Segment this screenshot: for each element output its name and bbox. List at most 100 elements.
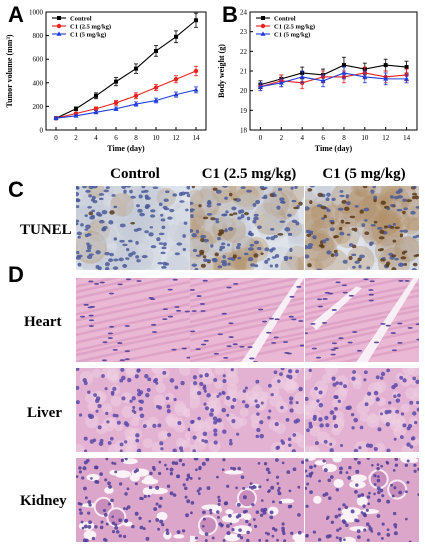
cell-nucleus <box>377 226 383 230</box>
cell-nucleus <box>348 294 354 297</box>
cell-nucleus <box>172 448 177 452</box>
histology-image-heart-1 <box>76 278 190 362</box>
cell-nucleus <box>371 463 374 467</box>
tubule-lumen <box>86 473 100 481</box>
cell-nucleus <box>124 518 128 523</box>
cell-nucleus <box>244 403 250 409</box>
cell-nucleus <box>358 446 362 450</box>
column-label-c1-2-5: C1 (2.5 mg/kg) <box>201 166 297 182</box>
cell-nucleus <box>213 352 219 355</box>
cell-nucleus <box>318 417 323 422</box>
tissue-stain <box>76 204 95 230</box>
cell-nucleus <box>246 538 250 542</box>
cytoplasm <box>317 431 330 444</box>
cell-nucleus <box>237 533 242 538</box>
cell-nucleus <box>305 486 308 490</box>
cell-nucleus <box>377 427 382 432</box>
tissue-stain <box>263 190 290 217</box>
cell-nucleus <box>112 348 118 351</box>
cell-nucleus <box>158 202 163 207</box>
cell-nucleus <box>138 406 143 411</box>
cell-nucleus <box>410 210 416 215</box>
tubule-lumen <box>356 496 368 507</box>
cell-nucleus <box>174 461 179 466</box>
x-tick-label: 2 <box>280 134 284 142</box>
cell-nucleus <box>186 499 190 504</box>
cell-nucleus <box>274 421 279 427</box>
cell-nucleus <box>91 536 96 541</box>
cell-nucleus <box>351 426 355 430</box>
cell-nucleus <box>236 432 240 436</box>
cell-nucleus <box>159 496 163 501</box>
cell-nucleus <box>361 223 366 228</box>
cytoplasm <box>142 438 153 449</box>
cell-nucleus <box>318 402 324 408</box>
cytoplasm <box>214 380 223 389</box>
cytoplasm <box>305 445 315 452</box>
tissue-stain <box>243 236 270 262</box>
cell-nucleus <box>292 433 297 437</box>
cell-nucleus <box>402 229 409 233</box>
cell-nucleus <box>282 341 289 343</box>
cell-nucleus <box>266 331 272 334</box>
cell-nucleus <box>380 323 386 325</box>
tissue-stain <box>208 186 230 207</box>
cell-nucleus <box>219 248 223 252</box>
tissue-stain <box>228 249 248 270</box>
cytoplasm <box>354 441 369 452</box>
cell-nucleus <box>137 388 141 392</box>
cell-nucleus <box>385 324 391 327</box>
cell-nucleus <box>358 264 362 269</box>
cell-nucleus <box>174 252 181 256</box>
cell-nucleus <box>222 391 226 395</box>
cell-nucleus <box>83 524 88 529</box>
cell-nucleus <box>266 478 269 482</box>
tissue-stain <box>379 234 414 269</box>
cytoplasm <box>271 376 285 390</box>
cell-nucleus <box>145 536 150 541</box>
tissue-stain <box>127 212 146 231</box>
cell-nucleus <box>274 263 279 268</box>
cell-nucleus <box>110 498 114 503</box>
cell-nucleus <box>236 502 241 507</box>
cell-nucleus <box>344 505 349 510</box>
cell-nucleus <box>255 510 260 514</box>
cell-nucleus <box>232 397 237 403</box>
cytoplasm <box>110 395 122 407</box>
cell-nucleus <box>323 214 327 219</box>
cell-nucleus <box>165 190 170 194</box>
cell-nucleus <box>385 422 391 427</box>
cell-nucleus <box>190 228 194 233</box>
muscle-fiber <box>76 278 147 294</box>
muscle-fiber <box>305 322 419 349</box>
cell-nucleus <box>204 406 210 411</box>
cell-nucleus <box>379 376 384 380</box>
cell-nucleus <box>157 423 162 428</box>
cell-nucleus <box>217 237 221 241</box>
cell-nucleus <box>242 510 247 514</box>
tubule-lumen <box>224 470 244 475</box>
cell-nucleus <box>178 458 183 463</box>
cell-nucleus <box>124 350 131 353</box>
cell-nucleus <box>417 467 419 471</box>
data-point <box>57 16 61 20</box>
y-tick-label: 21 <box>240 68 248 76</box>
cell-nucleus <box>217 502 221 506</box>
y-tick-label: 1000 <box>29 9 44 17</box>
cell-nucleus <box>252 518 256 521</box>
cell-nucleus <box>400 412 405 416</box>
cell-nucleus <box>104 251 110 256</box>
cell-nucleus <box>84 214 88 217</box>
cell-nucleus <box>139 496 143 500</box>
cell-nucleus <box>100 520 104 524</box>
cell-nucleus <box>99 472 103 476</box>
cell-nucleus <box>406 442 411 447</box>
tissue-stain <box>305 205 335 239</box>
cell-nucleus <box>247 346 253 348</box>
cell-nucleus <box>121 186 127 189</box>
tissue-stain <box>199 186 217 204</box>
cell-nucleus <box>76 368 80 372</box>
cell-nucleus <box>216 394 220 398</box>
cell-nucleus <box>214 252 219 257</box>
tissue-stain <box>286 225 304 245</box>
